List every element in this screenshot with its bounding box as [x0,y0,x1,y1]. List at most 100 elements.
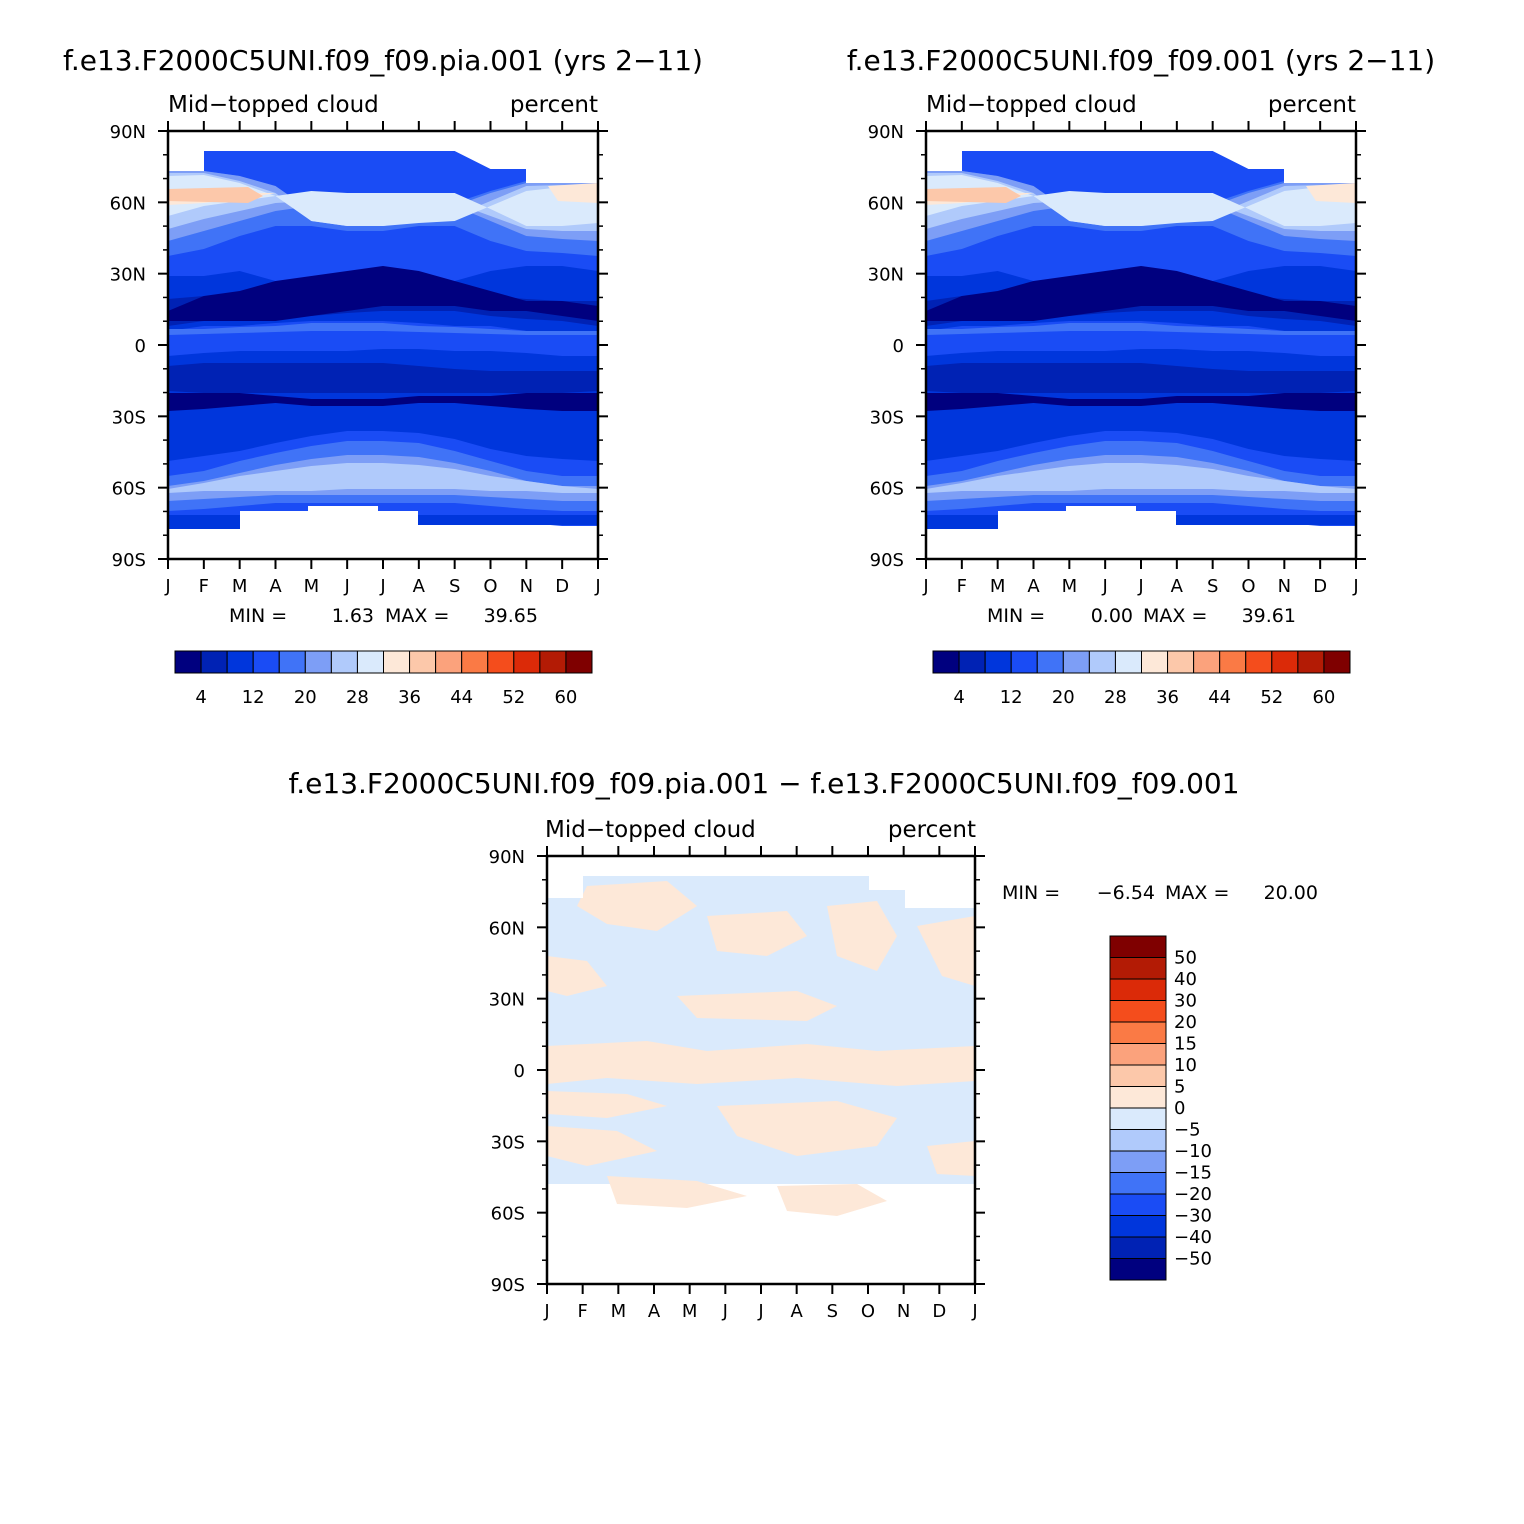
cbarC-label: 10 [1174,1055,1197,1076]
fieldA-nh-band [168,175,598,226]
cbarB-label: 28 [1104,687,1127,708]
cbarB-label: 4 [953,687,964,708]
axesA-ytick-label: 0 [135,336,146,357]
axesC-xtick-label: O [861,1301,875,1322]
axesA-xtick-label: A [413,576,426,597]
axesC-ytick-label: 60S [491,1204,525,1225]
cbarA-swatch [539,650,567,674]
axesB-ytick-label: 90S [870,550,904,571]
cbarC-swatch [1109,1193,1167,1216]
fieldC-positive-region [677,991,837,1021]
cbarB-label: 52 [1260,687,1283,708]
cbarA-swatch [565,650,593,674]
axesB-ytick-label: 60N [868,193,904,214]
cbarB-swatch [984,650,1012,674]
axesB-ytick-label: 90N [868,122,904,143]
cbarC-swatch [1109,935,1167,958]
axesC-xtick-label: J [757,1301,763,1322]
fieldC-mask-north [547,856,975,876]
fieldC-positive-region [607,1176,747,1208]
cbarB-swatch [1141,650,1169,674]
axesA-xtick-label: F [199,576,209,597]
fieldA-mask-south [308,506,378,529]
panel-b-title: f.e13.F2000C5UNI.f09_f09.001 (yrs 2−11) [847,44,1435,77]
cbarB-label: 44 [1208,687,1231,708]
cbarC-swatch [1109,1236,1167,1259]
fieldC-positive-region [547,956,607,996]
fieldB-nh-band [926,175,1356,226]
cbarA-swatch [513,650,541,674]
axesA-ytick-label: 60N [110,193,146,214]
cbarA-swatch [383,650,411,674]
cbarB-swatch [1271,650,1299,674]
axesC-ytick-label: 60N [489,918,525,939]
axesB-xtick-label: S [1207,576,1218,597]
fieldB-nh-patch [1306,183,1356,203]
cbarC-swatch [1109,978,1167,1001]
fieldA-sh-edge [418,515,598,525]
cbarA-swatch [461,650,489,674]
cbarA-swatch [435,650,463,674]
panel-c-min-value: −6.54 [1097,882,1155,904]
cbarB-label: 12 [1000,687,1023,708]
panel-b-max-value: 39.61 [1242,605,1296,627]
cbarB-label: 20 [1052,687,1075,708]
fieldB-mask-south [1066,506,1136,529]
axesC-xtick-label: J [722,1301,728,1322]
axesB-ytick-label: 30S [870,407,904,428]
cbarB-swatch [958,650,986,674]
cbarA-swatch [174,650,202,674]
panel-c-field [547,856,975,1284]
fieldA-nh-low [168,266,598,321]
axesC-xtick-label: A [648,1301,661,1322]
cbarC-label: 40 [1174,969,1197,990]
panel-a-variable-label: Mid−topped cloud [168,92,379,118]
panel-b-variable-label: Mid−topped cloud [926,92,1137,118]
fieldC-positive-region [547,1091,667,1118]
fieldC-positive-region [547,1041,975,1086]
cbarB-swatch [1036,650,1064,674]
fieldB-mask-north [1284,131,1356,183]
axesA-ytick-label: 30N [110,265,146,286]
cbarC-label: −40 [1174,1227,1212,1248]
cbarB-swatch [1167,650,1195,674]
fieldB-sh-band [926,463,1356,493]
fieldC-positive-region [577,881,697,931]
cbarC-label: 30 [1174,991,1197,1012]
cbarA-label: 28 [346,687,369,708]
cbarB-swatch [1010,650,1038,674]
cbarC-swatch [1109,1043,1167,1066]
axesA-xtick-label: J [594,576,600,597]
cbarC-swatch [1109,1215,1167,1238]
axesB-xtick-label: A [1027,576,1040,597]
axesA-ytick-label: 90N [110,122,146,143]
cbarB-swatch [1088,650,1116,674]
axesC-xtick-label: M [611,1301,627,1322]
panel-a-units-label: percent [510,92,598,118]
fieldC-positive-region [717,1101,897,1156]
axesB-xtick-label: M [990,576,1006,597]
panel-b-max-label: MAX = [1143,605,1207,627]
cbarB-label: 36 [1156,687,1179,708]
axesA-xtick-label: O [483,576,497,597]
fieldC-positive-region [707,911,807,956]
panel-c-min-label: MIN = [1002,882,1060,904]
panel-b-min-value: 0.00 [1091,605,1133,627]
cbarC-swatch [1109,1172,1167,1195]
axesB-xtick-label: D [1313,576,1327,597]
fieldA-nh-max [168,187,263,203]
cbarA-label: 20 [294,687,317,708]
fieldA-nh-band [168,189,598,205]
cbarC-label: −20 [1174,1184,1212,1205]
axesA-xtick-label: A [269,576,282,597]
axesC-xtick-label: M [682,1301,698,1322]
fieldC-mask-south [687,1231,762,1254]
fieldA-mask-north [526,131,598,183]
cbarA-swatch [356,650,384,674]
panel-a-field [168,131,598,559]
cbarC-swatch [1109,1107,1167,1130]
axesC-ytick-label: 90S [491,1275,525,1296]
